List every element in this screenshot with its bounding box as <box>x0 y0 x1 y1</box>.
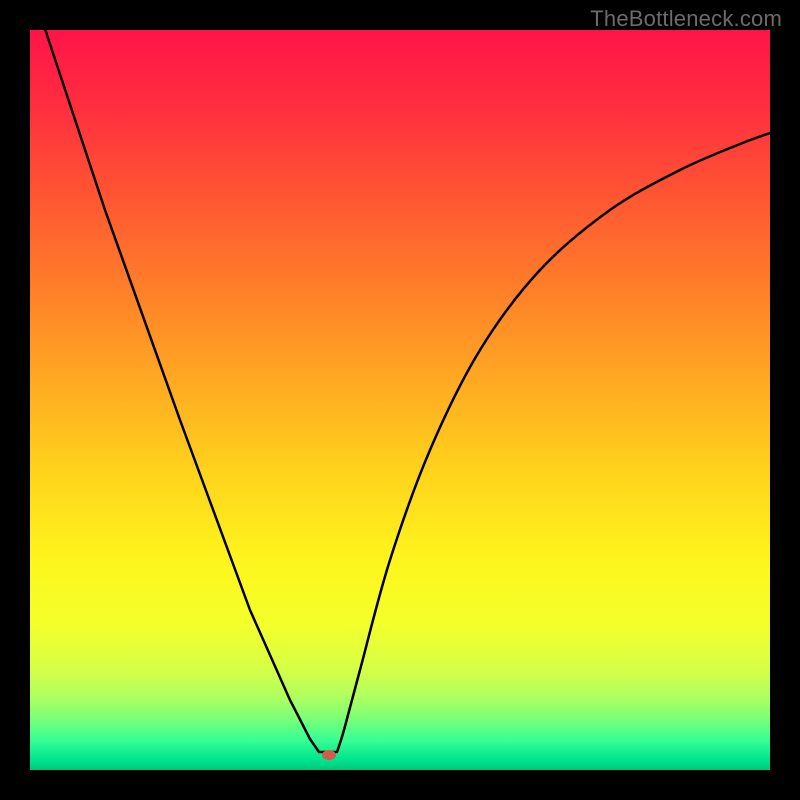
optimum-marker <box>322 750 336 760</box>
bottleneck-curve <box>42 30 770 752</box>
watermark-text: TheBottleneck.com <box>590 6 782 32</box>
curve-layer <box>30 30 770 770</box>
plot-area <box>30 30 770 770</box>
